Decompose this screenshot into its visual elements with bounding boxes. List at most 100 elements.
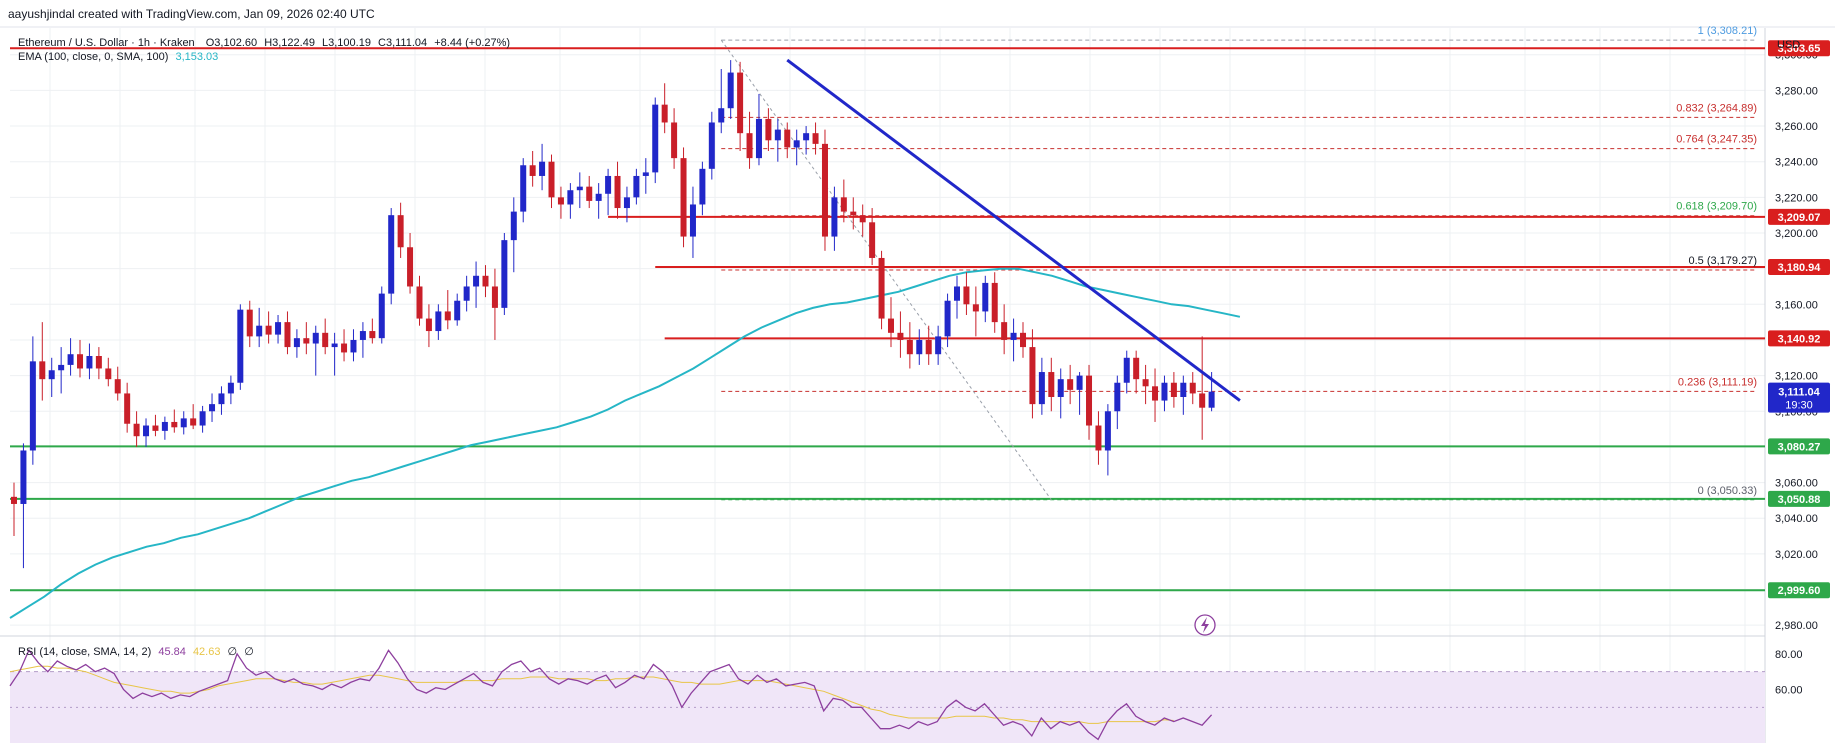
candle-body xyxy=(237,309,244,383)
candle-body xyxy=(491,286,498,308)
price-tick-label: 3,120.00 xyxy=(1775,371,1818,383)
candle-body xyxy=(1038,372,1045,405)
candle-body xyxy=(1180,382,1187,397)
resistance-badge-bg xyxy=(1768,258,1830,275)
candle-body xyxy=(576,186,583,191)
trendline[interactable] xyxy=(786,58,1241,402)
rsi-overbought-band xyxy=(10,671,1765,743)
candle-body xyxy=(1029,347,1036,405)
candle-body xyxy=(124,393,131,424)
candle-body xyxy=(510,211,517,241)
price-tick-label: 3,280.00 xyxy=(1775,85,1818,97)
lightning-icon[interactable] xyxy=(1194,614,1216,636)
candle-body xyxy=(265,325,272,335)
candle-body xyxy=(161,421,168,431)
candle-body xyxy=(840,197,847,212)
candle-body xyxy=(293,338,300,348)
ema-100-line xyxy=(9,267,1241,619)
candle-body xyxy=(275,322,282,335)
countdown-timer: 19:30 xyxy=(1785,400,1813,412)
candle-body xyxy=(586,186,593,201)
candle-body xyxy=(878,257,885,319)
candle-body xyxy=(388,215,395,294)
ema-legend[interactable]: EMA (100, close, 0, SMA, 100) 3,153.03 xyxy=(18,51,218,63)
grid-lines xyxy=(0,26,1835,743)
candle-body xyxy=(425,318,432,332)
open-value: O3,102.60 xyxy=(205,37,258,49)
price-tick-label: 3,240.00 xyxy=(1775,157,1818,169)
candle-body xyxy=(680,158,687,237)
candle-body xyxy=(218,393,225,405)
rsi-label: RSI (14, close, SMA, 14, 2) xyxy=(18,646,152,658)
ema-label: EMA (100, close, 0, SMA, 100) xyxy=(18,51,169,63)
rsi-pane xyxy=(9,649,1213,741)
candle-body xyxy=(793,140,800,148)
price-tick-label: 3,220.00 xyxy=(1775,192,1818,204)
candle-body xyxy=(48,370,55,380)
candle-body xyxy=(1170,382,1177,397)
candle-body xyxy=(623,197,630,209)
candle-body xyxy=(727,72,734,109)
candle-body xyxy=(803,133,810,141)
candle-body xyxy=(784,129,791,148)
candle-body xyxy=(1208,391,1215,408)
candle-body xyxy=(689,204,696,237)
candle-body xyxy=(58,364,65,371)
candle-body xyxy=(539,161,546,176)
candle-body xyxy=(444,311,451,321)
candle-body xyxy=(737,72,744,134)
high-value: H3,122.49 xyxy=(264,37,315,49)
candle-body xyxy=(982,282,989,312)
candle-body xyxy=(199,411,206,426)
candle-body xyxy=(39,361,46,380)
fib-level-label: 1 (3,308.21) xyxy=(1698,25,1757,37)
rsi-legend[interactable]: RSI (14, close, SMA, 14, 2) 45.84 42.63 … xyxy=(18,645,254,658)
candle-body xyxy=(718,108,725,123)
rsi-tick-label: 80.00 xyxy=(1775,649,1803,661)
candle-body xyxy=(869,222,876,258)
price-tick-label: 3,060.00 xyxy=(1775,478,1818,490)
change-value: +8.44 (+0.27%) xyxy=(434,37,511,49)
price-badges: 3,303.65 3,209.07 3,180.94 3,140.92 3,080.27… xyxy=(1768,40,1830,599)
candle-body xyxy=(972,304,979,312)
candle-body xyxy=(482,275,489,287)
candle-body xyxy=(20,450,27,504)
candle-body xyxy=(671,122,678,159)
support-badge-bg xyxy=(1768,582,1830,599)
fibonacci-retracement[interactable]: 1 (3,308.21) 0.832 (3,264.89) 0.764 (3,247… xyxy=(720,25,1757,501)
fib-level-label: 0.236 (3,111.19) xyxy=(1678,376,1757,388)
candle-body xyxy=(303,338,310,344)
candle-body xyxy=(312,332,319,344)
resistance-badge-bg xyxy=(1768,330,1830,347)
candle-body xyxy=(633,175,640,198)
candle-body xyxy=(378,293,385,339)
candle-body xyxy=(1001,322,1008,340)
candle-body xyxy=(1189,382,1196,394)
symbol-title[interactable]: Ethereum / U.S. Dollar · 1h · Kraken xyxy=(18,37,195,49)
candle-body xyxy=(774,129,781,141)
resistance-badge: 3,140.92 xyxy=(1778,333,1821,345)
candle-body xyxy=(1095,425,1102,451)
ema-value: 3,153.03 xyxy=(175,51,219,63)
candle-body xyxy=(1161,382,1168,401)
resistance-badge: 3,180.94 xyxy=(1778,262,1822,274)
candle-body xyxy=(1057,379,1064,397)
candle-body xyxy=(341,343,348,353)
candle-body xyxy=(29,361,36,451)
candle-body xyxy=(1152,386,1159,401)
candle-body xyxy=(605,175,612,194)
support-badge: 2,999.60 xyxy=(1778,585,1821,597)
candle-body xyxy=(887,318,894,333)
support-badge-bg xyxy=(1768,490,1830,507)
candle-body xyxy=(1067,379,1074,390)
candle-body xyxy=(180,418,187,428)
candle-body xyxy=(897,332,904,340)
candle-body xyxy=(1076,375,1083,390)
candle-body xyxy=(133,423,140,437)
price-axis[interactable]: 3,300.003,280.003,260.003,240.003,220.00… xyxy=(1775,50,1818,697)
fib-level-label: 0.618 (3,209.70) xyxy=(1676,201,1757,213)
candle-body xyxy=(1048,372,1055,397)
bearish-trendline[interactable] xyxy=(786,58,1241,402)
horizontal-levels xyxy=(10,47,1765,592)
